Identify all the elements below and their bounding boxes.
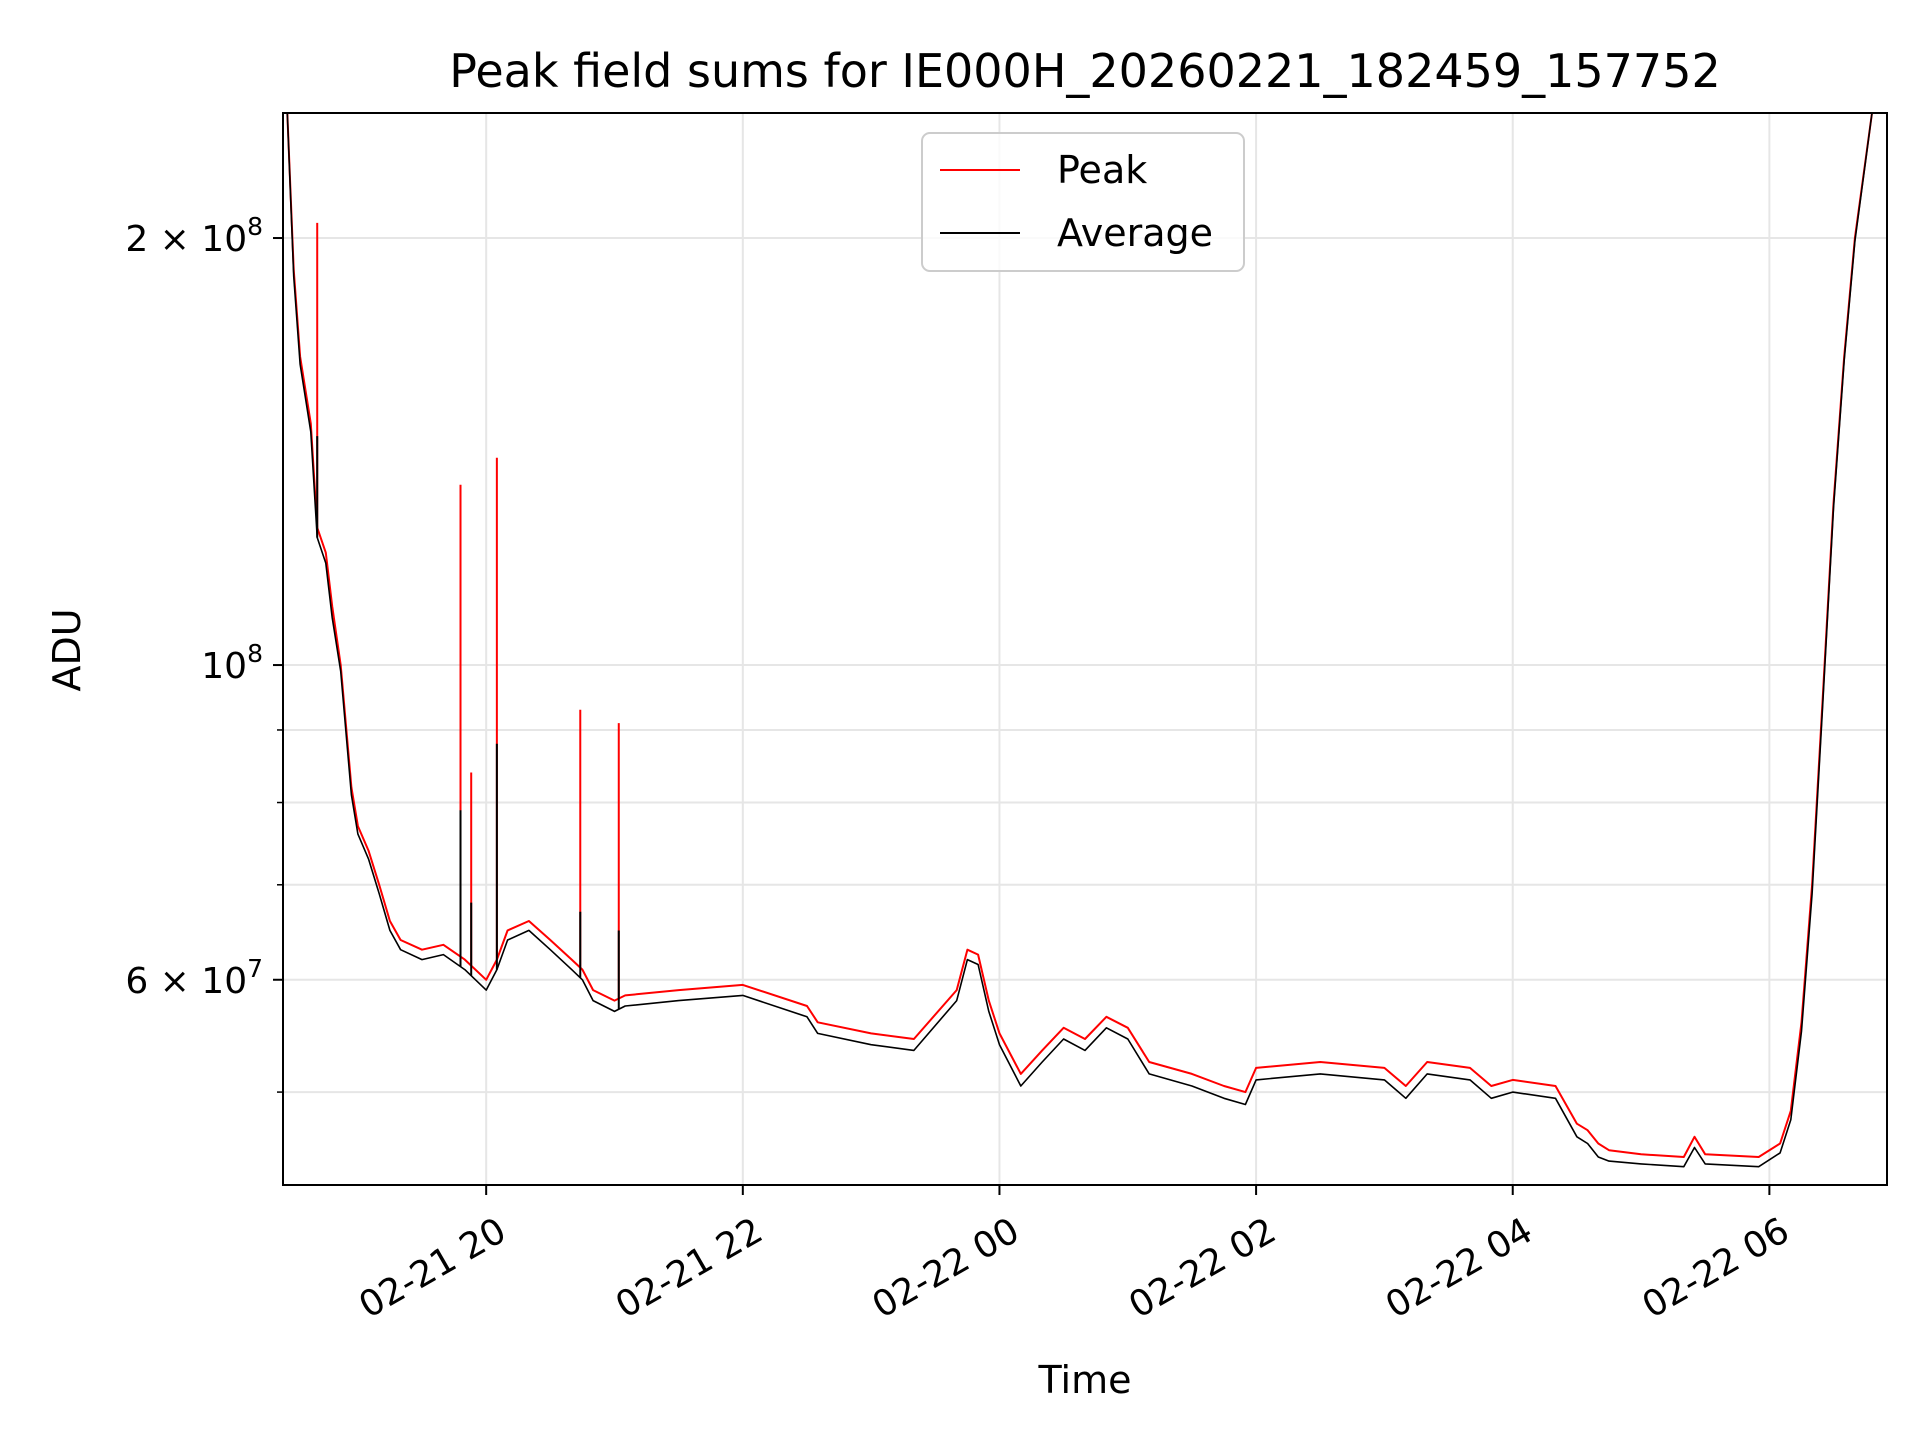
plot-series (286, 112, 1873, 1168)
y-tick-label: 2 × 108 (125, 212, 263, 260)
legend-label-average: Average (1057, 211, 1213, 255)
legend-box (921, 132, 1245, 272)
y-axis-label: ADU (45, 608, 89, 691)
plot-frame (282, 112, 1888, 1186)
chart-title: Peak field sums for IE000H_20260221_1824… (449, 44, 1720, 98)
grid (283, 113, 1887, 1185)
legend-label-peak: Peak (1057, 148, 1147, 192)
legend: Peak Average (921, 132, 1245, 272)
x-axis-label: Time (1038, 1358, 1132, 1402)
series-line-average (286, 112, 1873, 1168)
series-line-peak (286, 112, 1873, 1158)
y-tick-label: 108 (201, 639, 263, 687)
y-tick-label: 6 × 107 (125, 954, 263, 1002)
